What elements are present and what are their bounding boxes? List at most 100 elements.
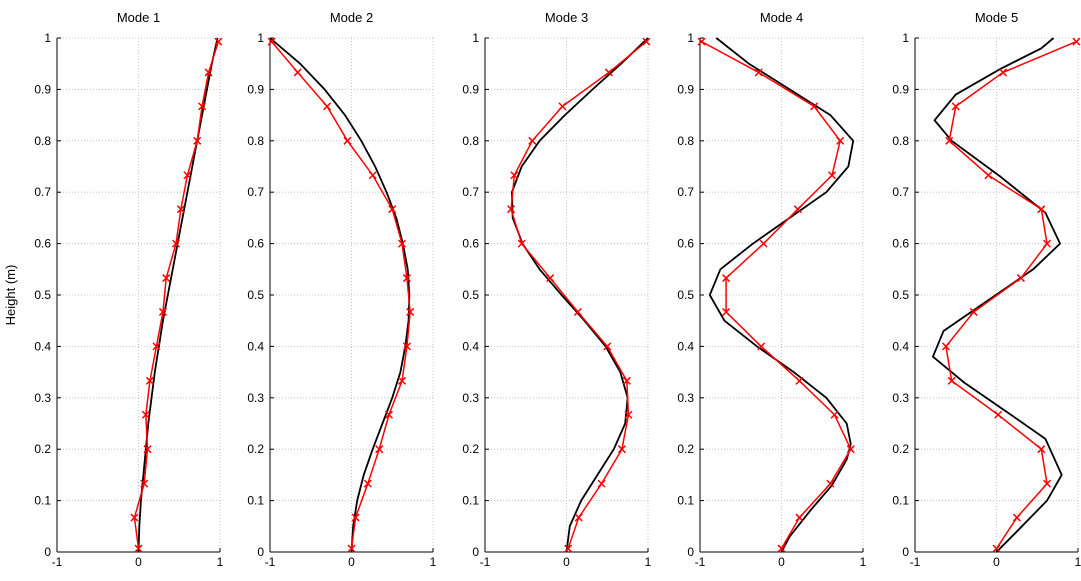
measured-point-marker (176, 205, 185, 214)
chart-title: Mode 1 (117, 10, 160, 25)
measured-point-marker (992, 544, 1001, 553)
measured-point-marker (397, 376, 407, 385)
y-tick-label: 0.5 (892, 288, 909, 302)
y-tick-label: 0 (472, 545, 479, 559)
y-tick-label: 1 (257, 31, 264, 45)
measured-point-marker (402, 342, 411, 351)
measured-point-marker (810, 102, 819, 111)
measured-point-marker (604, 68, 613, 77)
measured-point-marker (603, 342, 612, 351)
measured-point-marker (343, 136, 352, 145)
chart-title: Mode 2 (330, 10, 373, 25)
measured-point-marker (826, 479, 835, 488)
measured-point-marker (622, 376, 631, 385)
y-tick-label: 1 (902, 31, 909, 45)
measured-point-marker (947, 376, 956, 385)
y-tick-label: 0.4 (677, 339, 694, 353)
measured-point-marker (951, 102, 960, 111)
measured-point-marker (1037, 445, 1046, 454)
measured-point-marker (564, 544, 573, 553)
measured-point-marker (193, 136, 202, 145)
measured-point-marker (984, 171, 993, 180)
analytical-mode-curve (708, 37, 855, 553)
y-tick-label: 0.2 (677, 442, 694, 456)
y-tick-label: 0.2 (34, 442, 51, 456)
measured-point-marker (795, 376, 804, 385)
measured-point-marker (945, 136, 954, 145)
y-tick-label: 0.3 (34, 391, 51, 405)
y-tick-label: 0.8 (892, 134, 909, 148)
y-tick-label: 0.7 (892, 185, 909, 199)
measured-point-marker (510, 171, 519, 180)
y-tick-label: 0.4 (892, 339, 909, 353)
x-tick-label: 0 (778, 555, 785, 569)
measured-point-marker (517, 239, 526, 248)
analytical-mode-curve (510, 37, 649, 553)
y-tick-label: 0.1 (677, 494, 694, 508)
measured-point-marker (573, 307, 582, 316)
x-tick-label: 1 (860, 555, 867, 569)
y-tick-label: 0.9 (462, 82, 479, 96)
measured-point-marker (846, 445, 855, 454)
measured-point-marker (793, 205, 802, 214)
analytical-mode-curve (137, 37, 219, 553)
x-tick-label: 1 (430, 555, 437, 569)
y-tick-label: 0.6 (34, 237, 51, 251)
x-tick-label: 1 (1075, 555, 1081, 569)
measured-point-marker (722, 307, 731, 316)
measured-point-marker (141, 410, 150, 419)
measured-point-marker (214, 37, 223, 46)
measured-point-marker (152, 342, 161, 351)
y-tick-label: 0.3 (892, 391, 909, 405)
measured-point-marker (143, 445, 152, 454)
measured-point-marker (528, 136, 537, 145)
x-tick-label: 0 (135, 555, 142, 569)
y-tick-label: 0.1 (892, 494, 909, 508)
y-tick-label: 0.1 (462, 494, 479, 508)
measured-point-marker (397, 239, 407, 248)
measured-point-marker (1012, 513, 1021, 522)
measured-point-marker (597, 479, 606, 488)
x-tick-label: -1 (480, 555, 491, 569)
chart-title: Mode 3 (545, 10, 588, 25)
measured-point-marker (145, 376, 154, 385)
y-tick-label: 0.2 (462, 442, 479, 456)
measured-point-marker (1016, 274, 1025, 283)
chart-title: Mode 5 (975, 10, 1018, 25)
measured-mode-line (133, 41, 220, 549)
x-tick-label: -1 (910, 555, 921, 569)
measured-point-marker (795, 513, 804, 522)
y-tick-label: 0.6 (892, 237, 909, 251)
measured-point-marker (546, 274, 555, 283)
measured-point-marker (323, 102, 332, 111)
y-tick-label: 0.9 (892, 82, 909, 96)
measured-point-marker (368, 171, 377, 180)
x-tick-label: 1 (217, 555, 224, 569)
y-tick-label: 0.8 (677, 134, 694, 148)
measured-point-marker (617, 445, 626, 454)
measured-point-marker (1042, 479, 1052, 488)
measured-point-marker (140, 479, 149, 488)
y-tick-label: 0.5 (462, 288, 479, 302)
measured-point-marker (384, 410, 394, 419)
y-tick-label: 0.6 (247, 237, 264, 251)
y-tick-label: 0.5 (677, 288, 694, 302)
y-tick-label: 0.7 (34, 185, 51, 199)
measured-point-marker (130, 513, 139, 522)
measured-point-marker (624, 410, 633, 419)
measured-point-marker (574, 513, 583, 522)
y-tick-label: 0 (902, 545, 909, 559)
y-tick-label: 0.2 (247, 442, 264, 456)
x-tick-label: -1 (52, 555, 63, 569)
measured-point-marker (351, 513, 360, 522)
y-tick-label: 0.6 (462, 237, 479, 251)
measured-point-marker (171, 239, 181, 248)
y-tick-label: 0.4 (34, 339, 51, 353)
measured-point-marker (1037, 205, 1046, 214)
y-tick-label: 1 (44, 31, 51, 45)
x-tick-label: 0 (563, 555, 570, 569)
